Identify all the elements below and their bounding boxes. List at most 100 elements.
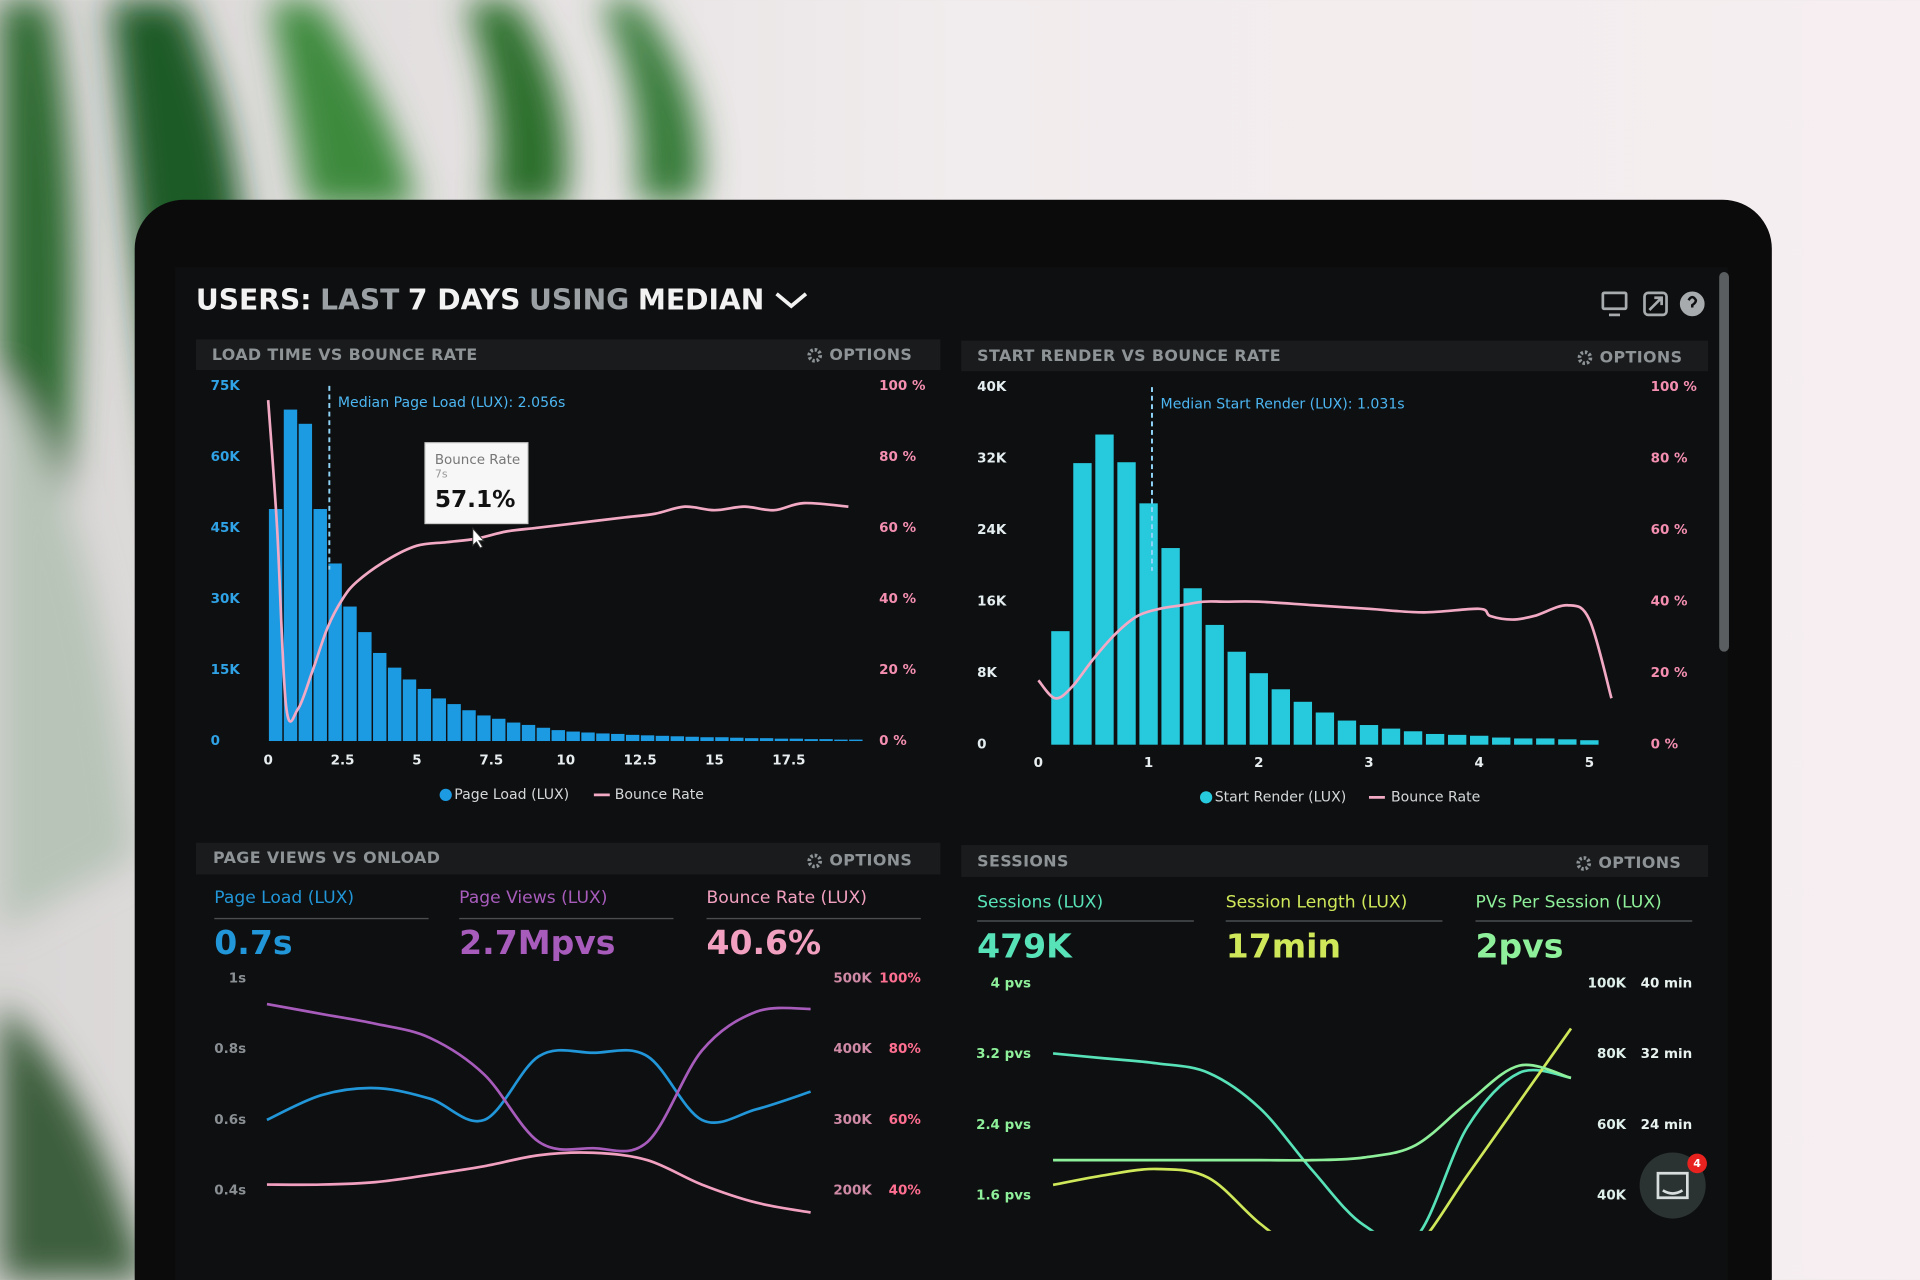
series-line [1037,600,1613,700]
y-tick-label: 40 % [879,592,916,607]
histogram-bar [536,727,551,742]
histogram-bar [358,632,372,742]
x-tick-label: 2.5 [331,754,355,769]
y-tick-label: 80 % [879,450,916,465]
panel-title: SESSIONS [977,852,1069,871]
x-tick-label: 2 [1254,756,1263,771]
histogram-bar [1205,624,1224,745]
x-tick-label: 7.5 [479,754,503,769]
y-tick-label: 20 % [879,663,916,678]
kpi-value: 0.7s [214,923,292,962]
kpi-label: Page Views (LUX) [459,888,607,908]
histogram-bar [1161,548,1180,745]
series-line [266,1151,811,1214]
histogram-bar [700,737,714,742]
series-line [266,1002,811,1153]
histogram-bar [625,734,640,742]
options-button[interactable]: OPTIONS [1600,347,1683,366]
histogram-bar [298,423,313,742]
histogram-bar [1117,462,1136,745]
x-tick-label: 5 [412,754,421,769]
histogram-bar [1425,733,1445,745]
options-button[interactable]: OPTIONS [829,345,912,364]
histogram-bar [521,724,536,742]
dashboard-title: USERS: LAST 7 DAYS USING MEDIAN [196,283,764,316]
share-icon[interactable] [1643,291,1668,317]
kpi-value: 2pvs [1476,926,1564,965]
x-tick-label: 17.5 [772,754,805,769]
tooltip-title: Bounce Rate [435,453,520,468]
histogram-bar [581,732,595,742]
histogram-bar [328,563,342,742]
title-part: USING [529,283,629,316]
histogram-bar [447,704,461,742]
histogram-bar [1249,673,1268,745]
panel-title: PAGE VIEWS VS ONLOAD [213,848,440,867]
dropdown-chevron[interactable] [775,292,808,309]
histogram-bar [551,730,565,742]
series-line [266,1048,812,1124]
panel-header [195,339,941,370]
options-gear [1577,350,1593,366]
histogram-bar [759,738,774,742]
histogram-bar [1095,434,1114,745]
histogram-bar [477,715,491,742]
y-tick-label: 20 % [1651,666,1688,681]
histogram-bar [834,739,848,742]
y-tick-label: 100% [879,972,921,987]
x-tick-label: 0 [1034,756,1043,771]
y-tick-label: 0.4s [214,1184,246,1199]
scrollbar[interactable] [1719,272,1729,652]
options-button[interactable]: OPTIONS [829,851,912,870]
y-tick-label: 100 % [879,379,926,394]
kpi-value: 40.6% [707,923,822,962]
histogram-bar [492,718,506,742]
legend-marker [439,788,452,802]
options-button[interactable]: OPTIONS [1598,853,1681,872]
y-tick-label: 60K [1597,1118,1627,1133]
histogram-bar [1271,689,1290,745]
y-tick-label: 400K [833,1042,872,1057]
legend-marker [1200,791,1213,804]
y-tick-label: 300K [833,1113,872,1128]
x-tick-label: 10 [556,754,575,769]
title-part: 7 DAYS [408,283,521,316]
help-icon[interactable] [1679,291,1705,317]
kpi-value: 479K [977,926,1073,965]
y-tick-label: 80K [1597,1047,1627,1062]
panel-title: START RENDER VS BOUNCE RATE [977,346,1281,365]
options-gear [807,853,823,869]
cursor [472,527,485,549]
y-tick-label: 1.6 pvs [976,1188,1031,1203]
median-label: Median Start Render (LUX): 1.031s [1161,396,1405,412]
y-tick-label: 32K [977,452,1007,467]
monitor-icon[interactable] [1601,291,1628,317]
median-label: Median Page Load (LUX): 2.056s [338,395,565,411]
histogram-bar [1514,738,1533,745]
title-part: USERS: [196,283,312,316]
legend-label: Page Load (LUX) [454,787,569,803]
tooltip-value: 57.1% [435,486,516,513]
x-tick-label: 5 [1585,756,1594,771]
y-tick-label: 2.4 pvs [976,1118,1031,1133]
histogram-bar [343,606,357,742]
histogram-bar [402,679,417,742]
x-tick-label: 3 [1364,756,1373,771]
title-part: MEDIAN [638,283,764,316]
histogram-bar [1359,725,1379,745]
y-tick-label: 80% [889,1042,922,1057]
chat-widget[interactable]: 4 [1639,1152,1707,1219]
y-tick-label: 15K [211,663,241,678]
y-tick-label: 24 min [1641,1118,1693,1133]
histogram-bar [1337,720,1357,745]
y-tick-label: 200K [833,1184,872,1199]
histogram-bar [715,737,729,742]
y-tick-label: 0 [977,738,986,753]
histogram-bar [611,733,625,742]
x-tick-label: 0 [263,754,272,769]
tooltip-box [424,442,529,525]
panel-header [195,842,941,875]
y-tick-label: 32 min [1641,1047,1693,1062]
y-tick-label: 80 % [1651,452,1688,467]
y-tick-label: 40% [889,1184,922,1199]
